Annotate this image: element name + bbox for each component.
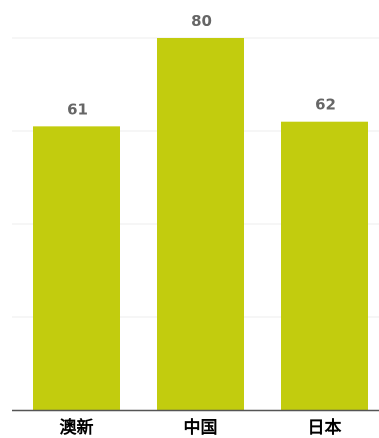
value-label: 61 (67, 100, 88, 118)
category-label: 中国 (184, 417, 218, 438)
category-labels: 澳新 中国 日本 (60, 417, 342, 438)
category-label: 澳新 (60, 417, 94, 438)
bar (33, 126, 120, 410)
value-label: 80 (191, 12, 212, 30)
value-label: 62 (315, 96, 336, 114)
value-labels: 61 80 62 (67, 12, 336, 118)
category-label: 日本 (308, 417, 342, 438)
bar (281, 121, 368, 410)
bar (157, 38, 244, 410)
bars (33, 38, 368, 410)
